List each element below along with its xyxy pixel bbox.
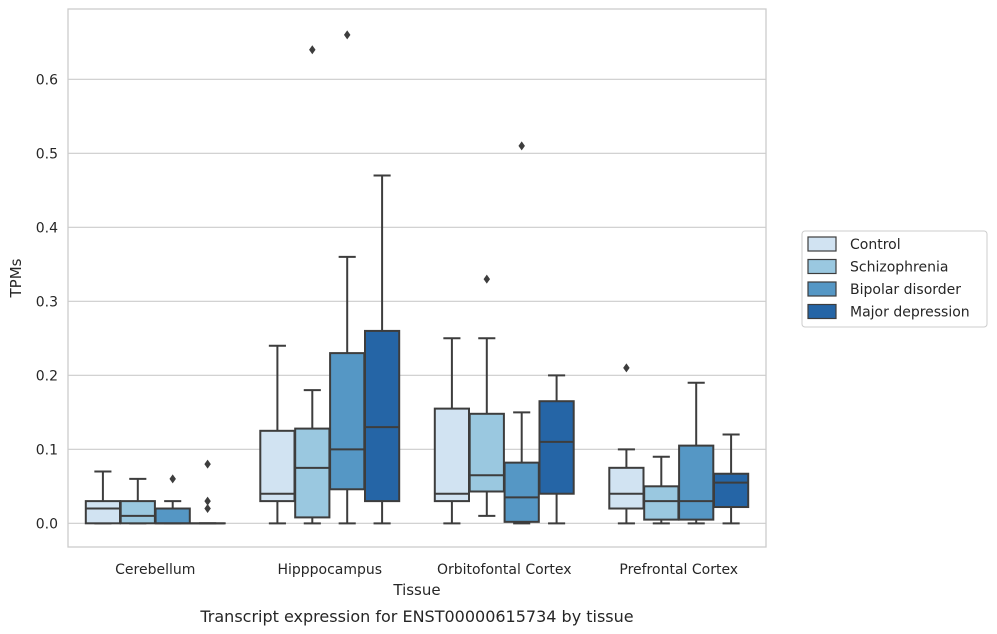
box: [503, 461, 540, 523]
y-axis-title: TPMs: [7, 258, 25, 298]
legend-swatch: [807, 281, 837, 297]
box-group: [678, 381, 715, 525]
y-tick-label: 0.5: [36, 146, 58, 162]
box: [678, 444, 715, 521]
x-tick-label: Prefrontal Cortex: [619, 562, 738, 578]
box-group: [294, 45, 331, 525]
outlier-marker: [204, 504, 211, 514]
legend: Control Schizophrenia Bipolar disorder Majo…: [801, 230, 988, 328]
box: [154, 507, 191, 525]
legend-label: Major depression: [850, 305, 970, 321]
box-group: [119, 477, 156, 525]
y-tick-label: 0.1: [36, 442, 58, 458]
x-tick-label: Hipppocampus: [277, 562, 382, 578]
box: [119, 500, 156, 525]
box-group: [154, 474, 191, 525]
box: [468, 412, 505, 493]
box: [329, 352, 366, 491]
y-tick-label: 0.3: [36, 294, 58, 310]
boxes: [84, 30, 750, 525]
outlier-marker: [518, 141, 525, 151]
legend-swatch: [807, 236, 837, 252]
box: [538, 400, 575, 495]
figure-caption: Transcript expression for ENST0000061573…: [199, 607, 633, 626]
outlier-marker: [343, 30, 351, 40]
box-group: [189, 459, 226, 525]
y-tick-label: 0.4: [36, 220, 58, 236]
box-group: [538, 374, 575, 525]
box: [433, 407, 471, 503]
box-group: [363, 174, 401, 525]
outlier-marker: [204, 496, 211, 506]
outlier-marker: [623, 363, 630, 373]
box-group: [712, 433, 750, 525]
x-tick-label: Cerebellum: [115, 562, 195, 578]
box: [643, 485, 680, 521]
box-group: [643, 455, 680, 525]
legend-label: Control: [850, 237, 901, 253]
y-tick-label: 0.6: [36, 72, 58, 88]
box-group: [608, 363, 645, 525]
box: [84, 500, 122, 525]
x-tick-label: Orbitofontal Cortex: [437, 562, 572, 578]
box: [608, 466, 645, 510]
outlier-marker: [204, 459, 211, 469]
box: [363, 329, 401, 503]
x-axis-ticks: Cerebellum Hipppocampus Orbitofontal Corte…: [115, 562, 738, 578]
y-axis-ticks: 0.0 0.1 0.2 0.3 0.4 0.5 0.6: [36, 72, 58, 532]
outlier-marker: [309, 45, 316, 55]
legend-swatch: [807, 258, 837, 275]
box-group: [329, 30, 366, 525]
box-group: [503, 141, 540, 525]
outlier-marker: [169, 474, 176, 484]
y-tick-label: 0.2: [36, 368, 58, 384]
box-group: [259, 344, 296, 525]
legend-label: Bipolar disorder: [850, 282, 961, 298]
outlier-marker: [483, 274, 491, 284]
legend-swatch: [807, 303, 837, 320]
legend-frame: [801, 230, 988, 328]
plot-frame: [67, 8, 767, 548]
legend-label: Schizophrenia: [850, 260, 948, 276]
y-tick-label: 0.0: [36, 516, 58, 532]
box: [712, 472, 750, 509]
box-group: [468, 274, 505, 517]
box: [294, 427, 331, 519]
x-axis-title: Tissue: [392, 581, 440, 599]
box: [259, 429, 296, 503]
